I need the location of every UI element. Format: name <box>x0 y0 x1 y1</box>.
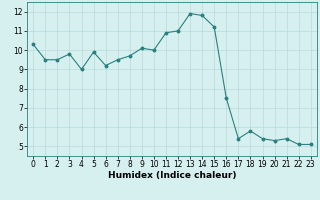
X-axis label: Humidex (Indice chaleur): Humidex (Indice chaleur) <box>108 171 236 180</box>
